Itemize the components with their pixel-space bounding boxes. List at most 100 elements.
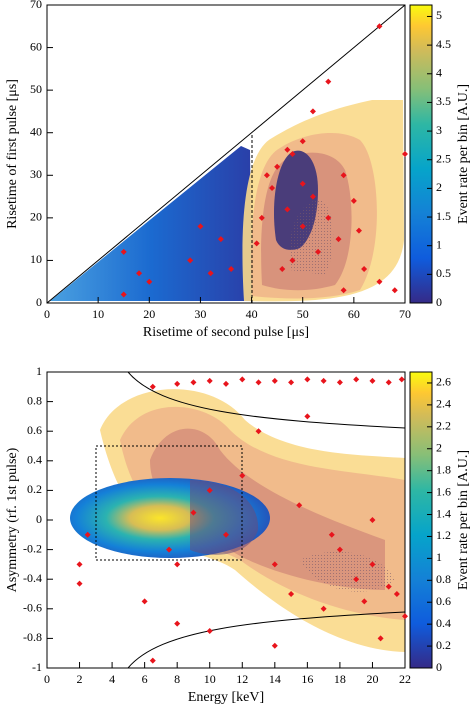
point bbox=[315, 248, 322, 255]
x-axis-label: Risetime of second pulse [μs] bbox=[143, 325, 309, 340]
point bbox=[84, 531, 91, 538]
x-tick-label: 20 bbox=[366, 672, 378, 686]
point bbox=[206, 487, 213, 494]
point bbox=[304, 376, 311, 383]
colorbar-label: Event rate per bin [A.U.] bbox=[456, 450, 471, 590]
point bbox=[299, 223, 306, 230]
point bbox=[279, 265, 286, 272]
point bbox=[369, 561, 376, 568]
x-axis-label: Energy [keV] bbox=[188, 690, 264, 705]
point bbox=[393, 591, 400, 597]
y-tick-label: 0 bbox=[36, 295, 42, 309]
colorbar-tick-label: 0.2 bbox=[436, 638, 451, 652]
x-tick-label: 12 bbox=[236, 672, 248, 686]
point bbox=[296, 502, 303, 509]
point bbox=[289, 151, 296, 157]
y-tick-label: 0.6 bbox=[27, 423, 42, 437]
colorbar-tick-label: 0.8 bbox=[436, 572, 451, 586]
y-tick-label: 0.8 bbox=[27, 393, 42, 407]
colorbar-tick-label: 1 bbox=[436, 550, 442, 564]
point bbox=[376, 23, 383, 30]
point bbox=[340, 172, 347, 179]
point bbox=[197, 223, 204, 230]
point bbox=[190, 509, 197, 516]
point bbox=[361, 265, 368, 272]
y-tick-label: 40 bbox=[30, 124, 42, 138]
point bbox=[336, 546, 343, 553]
point bbox=[309, 193, 316, 200]
point bbox=[271, 642, 278, 649]
point bbox=[187, 257, 194, 264]
point bbox=[271, 561, 278, 568]
x-tick-label: 40 bbox=[246, 307, 258, 321]
point bbox=[402, 151, 408, 157]
colorbar bbox=[409, 371, 433, 669]
colorbar-tick-label: 2.6 bbox=[436, 375, 451, 389]
point bbox=[174, 620, 181, 627]
y-tick-label: 30 bbox=[30, 167, 42, 181]
point bbox=[274, 163, 281, 170]
colorbar-tick-label: 0 bbox=[436, 295, 442, 309]
colorbar-tick-label: 5 bbox=[436, 8, 442, 22]
point bbox=[146, 278, 153, 285]
point bbox=[304, 413, 311, 420]
x-tick-label: 20 bbox=[143, 307, 155, 321]
x-tick-label: 18 bbox=[334, 672, 346, 686]
density-bottom bbox=[70, 371, 406, 669]
y-tick-label: -0.6 bbox=[23, 601, 42, 615]
colorbar-tick-label: 4 bbox=[436, 66, 442, 80]
point bbox=[385, 583, 392, 590]
colorbar-tick-label: 0.6 bbox=[436, 594, 451, 608]
y-tick-label: -1 bbox=[32, 660, 42, 674]
x-tick-label: 10 bbox=[204, 672, 216, 686]
y-tick-label: 0.2 bbox=[27, 482, 42, 496]
point bbox=[385, 379, 392, 386]
point bbox=[120, 248, 127, 255]
point bbox=[269, 185, 276, 192]
y-tick-label: 0 bbox=[36, 512, 42, 526]
point bbox=[190, 379, 197, 386]
x-tick-label: 4 bbox=[109, 672, 115, 686]
x-tick-label: 0 bbox=[44, 672, 50, 686]
colorbar-tick-label: 1.2 bbox=[436, 528, 451, 542]
point bbox=[174, 380, 181, 387]
y-tick-label: -0.4 bbox=[23, 571, 42, 585]
point bbox=[284, 206, 291, 213]
y-tick-label: 10 bbox=[30, 252, 42, 266]
point bbox=[207, 270, 214, 277]
point bbox=[255, 428, 262, 435]
point bbox=[239, 376, 246, 383]
x-tick-label: 6 bbox=[142, 672, 148, 686]
point bbox=[369, 517, 376, 523]
point bbox=[402, 613, 408, 620]
point bbox=[391, 287, 398, 294]
x-tick-label: 14 bbox=[269, 672, 281, 686]
x-tick-label: 2 bbox=[77, 672, 83, 686]
colorbar bbox=[409, 4, 433, 304]
point bbox=[166, 546, 173, 553]
point bbox=[353, 376, 360, 383]
point bbox=[335, 236, 342, 243]
point bbox=[223, 531, 229, 538]
point bbox=[263, 172, 270, 179]
point bbox=[320, 605, 327, 612]
point bbox=[355, 227, 362, 234]
point bbox=[309, 108, 316, 115]
y-tick-label: -0.2 bbox=[23, 541, 42, 555]
x-tick-label: 50 bbox=[297, 307, 309, 321]
y-axis-label: Risetime of first pulse [μs] bbox=[5, 79, 20, 229]
y-tick-label: 70 bbox=[30, 0, 42, 11]
y-tick-label: 1 bbox=[36, 364, 42, 378]
colorbar-tick-label: 1.5 bbox=[436, 209, 451, 223]
point bbox=[255, 379, 262, 386]
point bbox=[206, 377, 213, 384]
colorbar-tick-label: 2.4 bbox=[436, 397, 451, 411]
point bbox=[377, 635, 384, 642]
colorbar-tick-label: 3.5 bbox=[436, 94, 451, 108]
x-tick-label: 8 bbox=[174, 672, 180, 686]
x-tick-label: 70 bbox=[399, 307, 411, 321]
point bbox=[76, 561, 83, 568]
colorbar-tick-label: 0.5 bbox=[436, 266, 451, 280]
x-tick-label: 10 bbox=[92, 307, 104, 321]
colorbar-tick-label: 1.8 bbox=[436, 462, 451, 476]
